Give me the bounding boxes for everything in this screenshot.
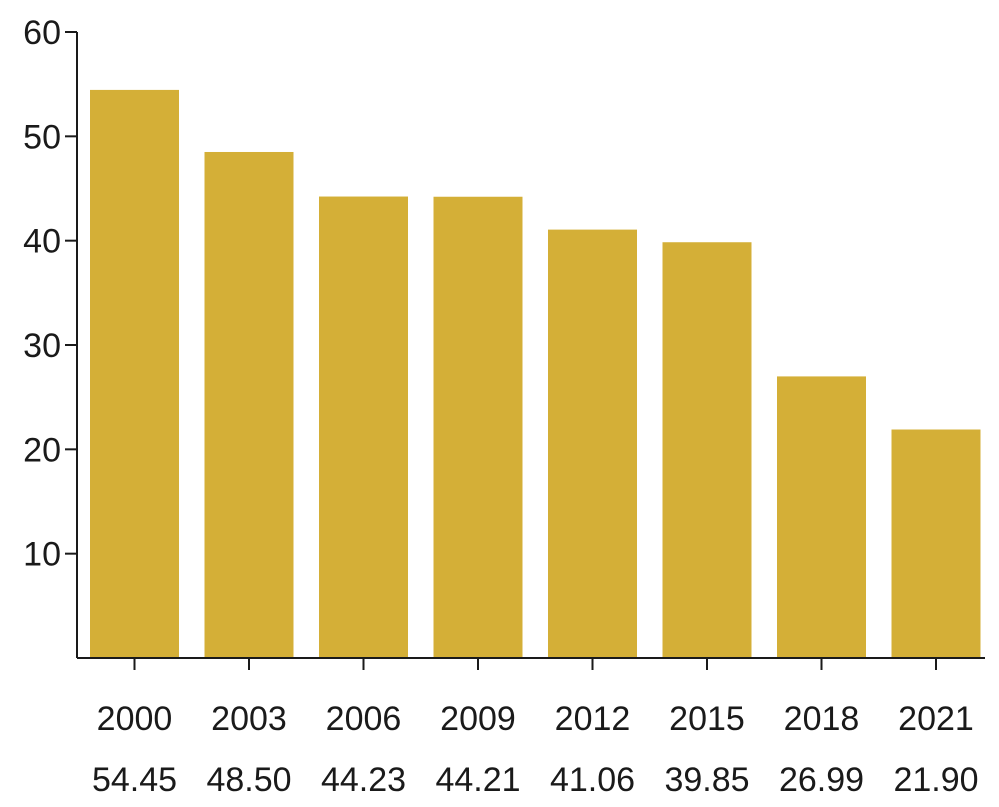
- x-tick-label: 2009: [440, 700, 516, 738]
- y-tick-label: 60: [23, 14, 61, 52]
- bar: [891, 429, 981, 658]
- x-tick-label: 2015: [669, 700, 745, 738]
- value-label: 54.45: [92, 761, 177, 799]
- value-label: 26.99: [779, 761, 864, 799]
- bar: [204, 151, 294, 658]
- bar: [433, 196, 523, 658]
- y-axis-ticks: 10 20 30 40 50 60: [23, 14, 77, 574]
- value-label: 44.23: [321, 761, 406, 799]
- x-tick-label: 2003: [211, 700, 287, 738]
- y-tick-label: 10: [23, 536, 61, 574]
- y-tick-label: 30: [23, 327, 61, 365]
- x-tick-label: 2000: [97, 700, 173, 738]
- value-labels: 54.45 48.50 44.23 44.21 41.06 39.85 26.99 21.90: [92, 761, 979, 799]
- x-tick-label: 2018: [784, 700, 860, 738]
- y-tick-label: 50: [23, 118, 61, 156]
- value-label: 21.90: [893, 761, 978, 799]
- bar: [319, 196, 408, 658]
- y-tick-label: 20: [23, 431, 61, 469]
- bar: [777, 376, 866, 658]
- bar: [90, 89, 179, 658]
- x-tick-label: 2006: [326, 700, 402, 738]
- x-tick-label: 2012: [555, 700, 631, 738]
- y-tick-label: 40: [23, 223, 61, 261]
- value-label: 44.21: [435, 761, 520, 799]
- x-axis-ticks: 2000 2003 2006 2009 2012 2015 2018 2021: [97, 658, 974, 738]
- axes: [76, 32, 985, 659]
- bar: [548, 229, 637, 658]
- bars: [90, 89, 981, 658]
- x-tick-label: 2021: [898, 700, 974, 738]
- value-label: 39.85: [664, 761, 749, 799]
- value-label: 41.06: [550, 761, 635, 799]
- bar: [662, 242, 752, 658]
- value-label: 48.50: [206, 761, 291, 799]
